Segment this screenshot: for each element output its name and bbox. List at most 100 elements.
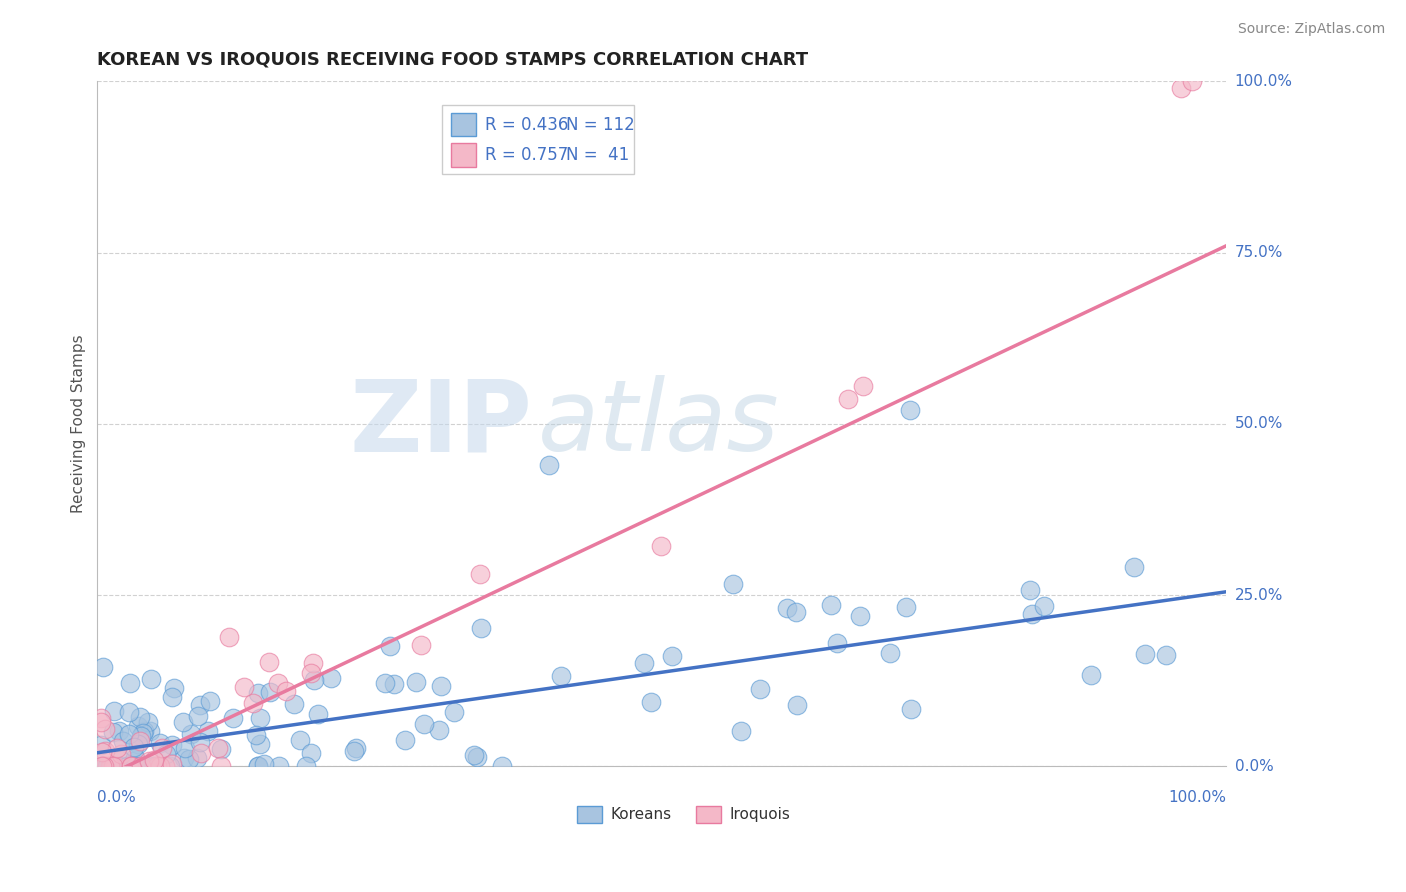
Point: [1033, 599, 1056, 614]
FancyBboxPatch shape: [576, 806, 602, 823]
Point: [825, 636, 848, 650]
Point: [896, 599, 918, 614]
Point: [118, 705, 141, 719]
Point: [138, 724, 160, 739]
Point: [776, 601, 799, 615]
Point: [242, 696, 264, 710]
Point: [94, 722, 117, 736]
Point: [98, 759, 121, 773]
Point: [128, 759, 150, 773]
Point: [162, 738, 184, 752]
Text: Source: ZipAtlas.com: Source: ZipAtlas.com: [1237, 22, 1385, 37]
Point: [730, 723, 752, 738]
Point: [197, 724, 219, 739]
Point: [111, 734, 134, 748]
Point: [125, 753, 148, 767]
Point: [107, 724, 129, 739]
Point: [94, 744, 117, 758]
Point: [187, 709, 209, 723]
Point: [103, 759, 125, 773]
Point: [172, 714, 194, 729]
Point: [186, 751, 208, 765]
Point: [93, 759, 115, 773]
Point: [207, 740, 229, 755]
Text: R = 0.436: R = 0.436: [485, 115, 568, 134]
Point: [124, 759, 146, 773]
Point: [430, 679, 453, 693]
Point: [110, 747, 132, 762]
Point: [723, 577, 745, 591]
Point: [302, 657, 325, 671]
Text: 50.0%: 50.0%: [1234, 417, 1282, 432]
Text: 25.0%: 25.0%: [1234, 588, 1282, 603]
Point: [159, 759, 181, 773]
Point: [900, 702, 922, 716]
Text: Iroquois: Iroquois: [730, 807, 790, 822]
Point: [162, 756, 184, 771]
Point: [91, 660, 114, 674]
Point: [267, 759, 290, 773]
Point: [108, 759, 131, 773]
Point: [134, 724, 156, 739]
Point: [136, 759, 159, 773]
FancyBboxPatch shape: [451, 112, 475, 136]
Point: [550, 669, 572, 683]
Point: [247, 759, 270, 773]
Point: [307, 706, 329, 721]
Point: [249, 711, 271, 725]
Point: [132, 725, 155, 739]
Text: 75.0%: 75.0%: [1234, 245, 1282, 260]
Point: [100, 759, 122, 773]
Point: [633, 657, 655, 671]
Point: [468, 566, 491, 581]
Point: [748, 681, 770, 696]
Point: [820, 598, 842, 612]
Text: 100.0%: 100.0%: [1168, 790, 1226, 805]
Point: [650, 540, 672, 554]
Point: [91, 759, 114, 773]
Point: [427, 723, 450, 738]
Point: [640, 695, 662, 709]
Point: [786, 698, 808, 712]
Point: [120, 759, 142, 773]
Point: [405, 675, 427, 690]
Point: [209, 759, 232, 773]
Point: [134, 759, 156, 773]
Point: [443, 705, 465, 719]
Point: [253, 757, 276, 772]
Point: [1133, 647, 1156, 661]
Text: atlas: atlas: [537, 376, 779, 473]
Point: [785, 606, 807, 620]
Point: [299, 665, 322, 680]
Point: [174, 740, 197, 755]
Point: [378, 640, 401, 654]
Point: [218, 631, 240, 645]
Point: [247, 686, 270, 700]
Y-axis label: Receiving Food Stamps: Receiving Food Stamps: [72, 334, 86, 513]
Point: [898, 403, 921, 417]
Text: ZIP: ZIP: [349, 376, 531, 473]
Text: R = 0.757: R = 0.757: [485, 145, 568, 163]
Point: [163, 681, 186, 695]
Point: [1021, 607, 1043, 621]
Point: [129, 710, 152, 724]
Point: [124, 751, 146, 765]
Point: [91, 759, 114, 773]
Point: [290, 733, 312, 747]
FancyBboxPatch shape: [441, 105, 634, 174]
Point: [294, 759, 316, 773]
Point: [188, 734, 211, 748]
Point: [122, 759, 145, 773]
Point: [122, 739, 145, 754]
Text: N = 112: N = 112: [565, 115, 634, 134]
Text: N =  41: N = 41: [565, 145, 628, 163]
Point: [180, 727, 202, 741]
Point: [143, 753, 166, 767]
Text: KOREAN VS IROQUOIS RECEIVING FOOD STAMPS CORRELATION CHART: KOREAN VS IROQUOIS RECEIVING FOOD STAMPS…: [97, 51, 808, 69]
Point: [101, 725, 124, 739]
Point: [837, 392, 859, 406]
Point: [104, 759, 127, 773]
Point: [127, 718, 149, 732]
Text: 0.0%: 0.0%: [97, 790, 136, 805]
Point: [138, 754, 160, 768]
